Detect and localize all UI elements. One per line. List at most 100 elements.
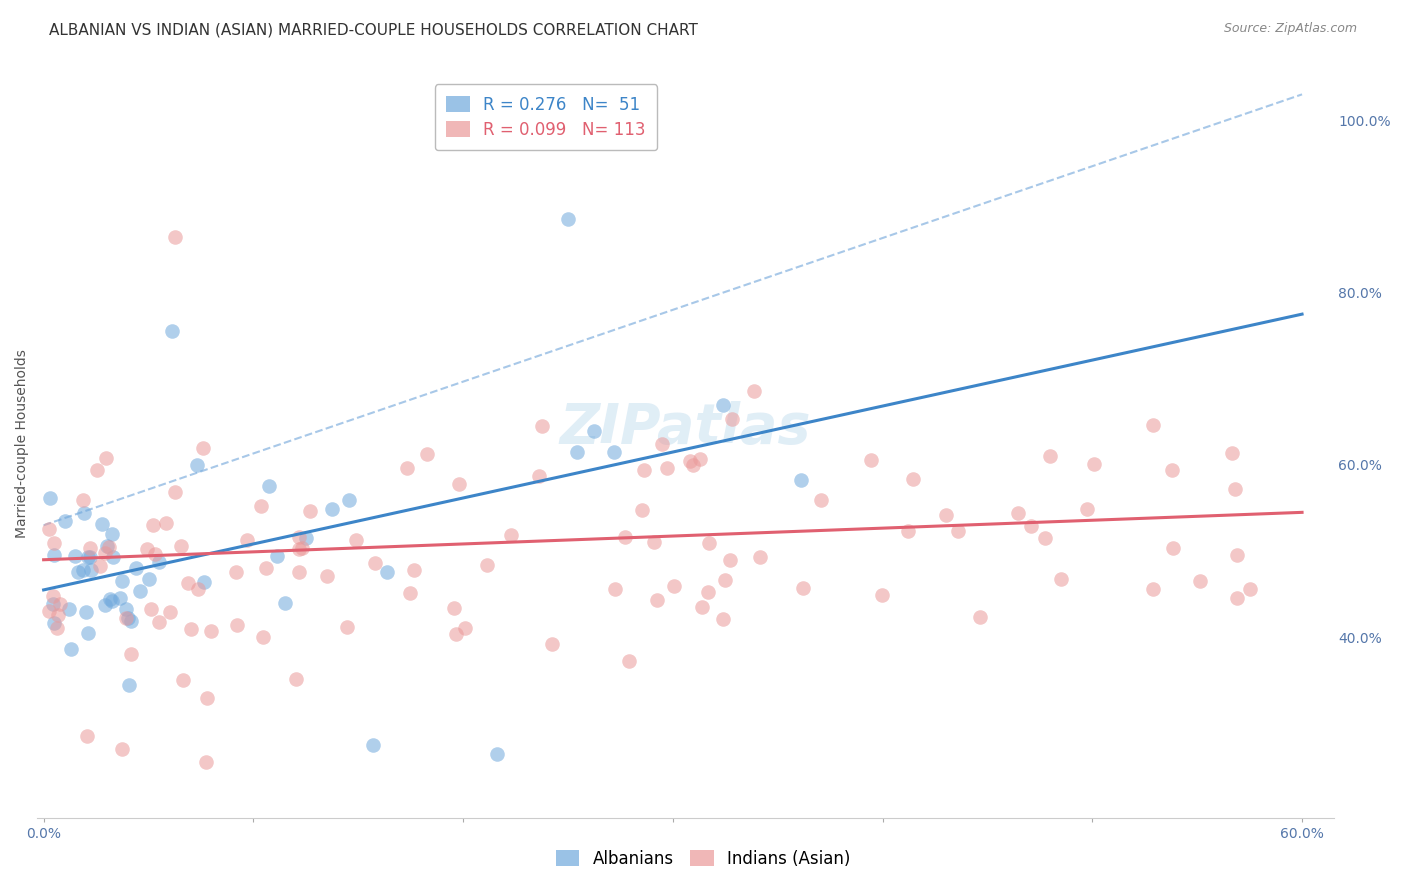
Point [254,561,277,575]
Legend: R = 0.276   N=  51, R = 0.099   N= 113: R = 0.276 N= 51, R = 0.099 N= 113 [434,85,657,151]
Point [42,598,65,612]
Point [321,501,343,516]
Point [75,605,97,619]
Point [336,620,359,634]
Point [416,447,439,461]
Point [444,627,467,641]
Point [449,476,471,491]
Point [46,621,69,635]
Point [76,550,98,565]
Point [120,647,142,661]
Point [115,611,138,625]
Point [287,531,309,545]
Point [274,596,297,610]
Point [711,398,734,412]
Point [714,573,737,587]
Point [689,452,711,467]
Point [200,624,222,638]
Point [1007,507,1029,521]
Point [142,518,165,533]
Point [111,574,134,589]
Point [111,742,134,756]
Point [749,549,772,564]
Point [194,756,217,770]
Point [969,610,991,624]
Point [73,506,96,520]
Point [91,517,114,532]
Point [583,425,606,439]
Point [49,597,72,611]
Point [110,591,132,606]
Point [291,541,314,555]
Point [118,678,141,692]
Point [79,549,101,564]
Point [225,565,247,579]
Point [89,558,111,573]
Point [1223,483,1246,497]
Point [191,441,214,455]
Point [530,418,553,433]
Point [48,607,70,622]
Point [870,588,893,602]
Point [316,569,339,583]
Point [375,566,398,580]
Point [42,535,65,549]
Point [38,522,60,536]
Point [193,574,215,589]
Point [120,614,142,628]
Text: ALBANIAN VS INDIAN (ASIAN) MARRIED-COUPLE HOUSEHOLDS CORRELATION CHART: ALBANIAN VS INDIAN (ASIAN) MARRIED-COUPL… [49,22,699,37]
Point [143,547,166,561]
Point [565,444,588,458]
Point [633,463,655,477]
Point [117,611,139,625]
Point [859,452,882,467]
Point [163,484,186,499]
Point [58,602,80,616]
Point [678,454,700,468]
Point [631,503,654,517]
Point [97,541,120,555]
Point [475,558,498,572]
Point [1142,417,1164,432]
Point [664,579,686,593]
Point [643,535,665,549]
Point [226,618,249,632]
Point [361,738,384,752]
Point [80,563,103,577]
Point [295,531,318,545]
Point [187,582,209,597]
Point [96,450,118,465]
Point [165,229,187,244]
Point [266,549,288,564]
Point [527,469,550,483]
Point [541,637,564,651]
Point [1083,457,1105,471]
Point [76,730,98,744]
Point [259,479,281,493]
Point [1039,449,1062,463]
Point [177,576,200,591]
Legend: Albanians, Indians (Asian): Albanians, Indians (Asian) [550,844,856,875]
Point [93,546,115,560]
Point [114,601,136,615]
Point [711,611,734,625]
Point [160,324,183,338]
Point [364,556,387,570]
Point [935,508,957,522]
Point [655,461,678,475]
Point [557,212,579,227]
Point [697,536,720,550]
Point [136,542,159,557]
Point [299,503,322,517]
Point [159,605,181,619]
Point [1163,541,1185,555]
Point [1239,582,1261,597]
Point [692,599,714,614]
Point [499,528,522,542]
Point [86,463,108,477]
Point [186,458,208,473]
Point [170,540,193,554]
Point [53,514,76,528]
Point [249,499,271,513]
Point [792,581,814,595]
